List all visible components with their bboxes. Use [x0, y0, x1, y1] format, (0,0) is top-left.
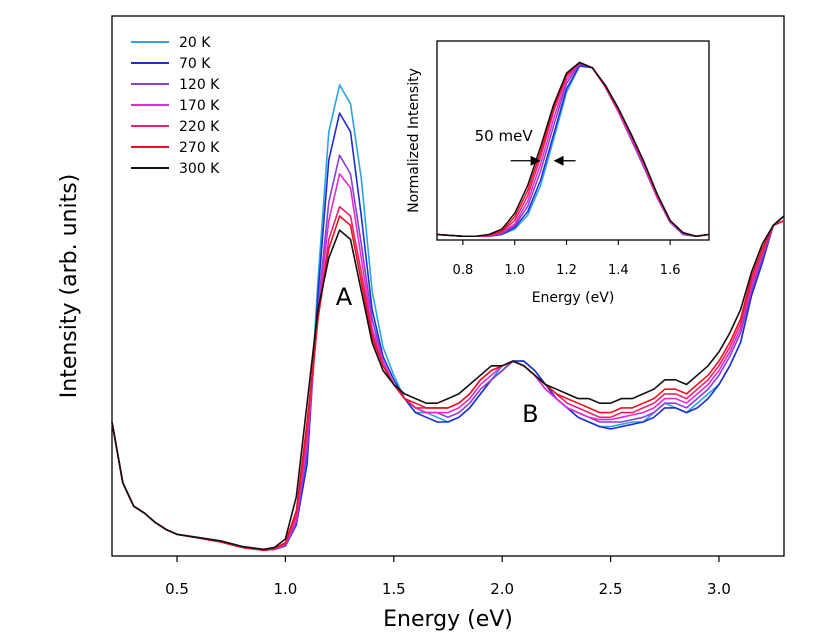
inset-series-line-6	[436, 61, 710, 237]
inset-x-axis-title: Energy (eV)	[532, 290, 615, 306]
main-series-line-5	[111, 215, 785, 552]
main-x-axis-ticks: 0.5 1.0 1.5 2.0 2.5 3.0	[165, 556, 731, 598]
inset-series-group	[436, 61, 710, 237]
main-x-tick-label-2: 1.5	[382, 580, 406, 598]
main-x-tick-label-5: 3.0	[707, 580, 731, 598]
main-series-group	[111, 84, 785, 552]
main-series-line-6	[111, 215, 785, 551]
legend-label-2: 120 K	[179, 77, 220, 93]
inset-x-tick-label-2: 1.2	[556, 263, 577, 278]
inset-x-tick-label-4: 1.6	[660, 263, 681, 278]
main-y-axis-title: Intensity (arb. units)	[57, 174, 82, 398]
peak-label-a: A	[336, 283, 353, 311]
main-x-tick-label-4: 2.5	[599, 580, 623, 598]
legend-label-3: 170 K	[179, 98, 220, 114]
fwhm-annotation: 50 meV	[475, 127, 576, 166]
legend-label-0: 20 K	[179, 35, 211, 51]
main-x-tick-label-1: 1.0	[273, 580, 297, 598]
peak-label-b: B	[522, 400, 538, 428]
fwhm-label: 50 meV	[475, 127, 534, 145]
main-x-axis-title: Energy (eV)	[383, 607, 513, 632]
legend-label-1: 70 K	[179, 56, 211, 72]
legend-label-4: 220 K	[179, 119, 220, 135]
inset-x-tick-label-3: 1.4	[608, 263, 629, 278]
legend-label-5: 270 K	[179, 140, 220, 156]
inset-plot: 0.8 1.0 1.2 1.4 1.6 Energy (eV) Normalized I…	[406, 40, 710, 306]
inset-x-tick-label-0: 0.8	[453, 263, 474, 278]
fwhm-left-arrowhead	[530, 155, 541, 166]
fwhm-right-arrowhead	[553, 155, 564, 166]
inset-x-tick-label-1: 1.0	[504, 263, 525, 278]
legend-label-6: 300 K	[179, 161, 220, 177]
main-x-tick-label-3: 2.0	[490, 580, 514, 598]
inset-y-axis-title: Normalized Intensity	[406, 68, 422, 213]
legend: 20 K 70 K 120 K 170 K 220 K 270 K 300 K	[131, 35, 220, 177]
inset-x-axis-ticks: 0.8 1.0 1.2 1.4 1.6	[453, 240, 681, 278]
main-x-tick-label-0: 0.5	[165, 580, 189, 598]
